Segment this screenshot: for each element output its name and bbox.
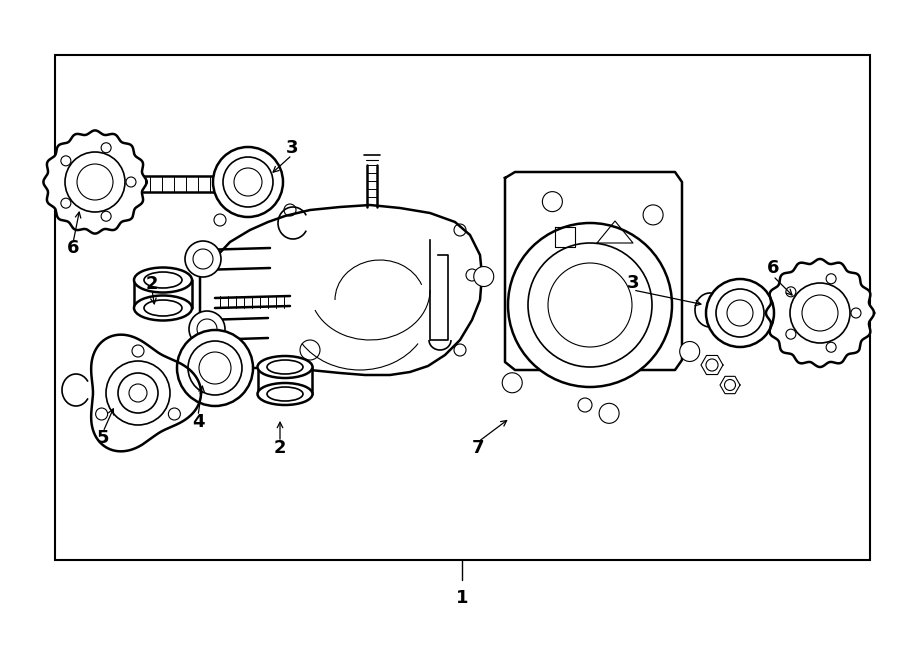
Ellipse shape	[134, 267, 192, 293]
Circle shape	[508, 223, 672, 387]
Ellipse shape	[134, 295, 192, 320]
Circle shape	[213, 147, 283, 217]
Bar	[55, 55, 870, 560]
Text: 2: 2	[274, 439, 286, 457]
Ellipse shape	[257, 356, 312, 378]
Polygon shape	[720, 376, 740, 394]
Polygon shape	[43, 130, 147, 234]
Text: 5: 5	[97, 429, 109, 447]
Polygon shape	[505, 172, 682, 370]
Text: 2: 2	[146, 275, 158, 293]
Circle shape	[680, 342, 699, 361]
Ellipse shape	[257, 383, 312, 405]
Text: 3: 3	[286, 139, 298, 157]
Polygon shape	[701, 355, 723, 375]
Circle shape	[502, 373, 522, 393]
Text: 4: 4	[192, 413, 204, 431]
Text: 6: 6	[767, 259, 779, 277]
Polygon shape	[766, 259, 874, 367]
Circle shape	[189, 311, 225, 347]
Text: 7: 7	[472, 439, 484, 457]
Circle shape	[473, 267, 494, 287]
Circle shape	[706, 279, 774, 347]
Text: 3: 3	[626, 274, 639, 292]
Circle shape	[599, 403, 619, 423]
Circle shape	[543, 191, 562, 212]
Circle shape	[177, 330, 253, 406]
Polygon shape	[91, 335, 201, 451]
Circle shape	[644, 205, 663, 225]
Text: 6: 6	[67, 239, 79, 257]
Text: 1: 1	[455, 589, 468, 607]
Polygon shape	[200, 205, 482, 375]
Circle shape	[185, 241, 221, 277]
